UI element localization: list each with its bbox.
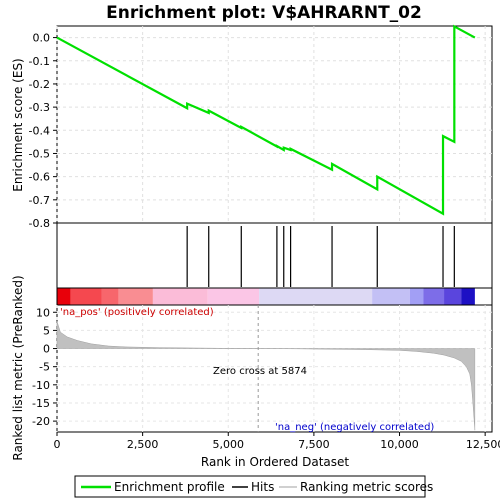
es-ytick-label: -0.4 (29, 124, 50, 137)
x-tick-label: 10,000 (380, 438, 419, 451)
x-tick-label: 5,000 (213, 438, 245, 451)
es-panel-frame (56, 25, 493, 224)
es-y-axis: 0.0 -0.1 -0.2 -0.3 -0.4 -0.5 -0.6 -0.7 -0.8 (29, 32, 57, 230)
x-tick-label: 2,500 (127, 438, 159, 451)
metric-ytick-label: -20 (32, 415, 50, 428)
pos-correlated-label: 'na_pos' (positively correlated) (60, 307, 214, 318)
zero-cross-label: Zero cross at 5874 (213, 366, 307, 377)
es-ytick-label: -0.6 (29, 171, 50, 184)
metric-ytick-label: -10 (32, 379, 50, 392)
metric-y-axis: 10 5 0 -5 -10 -15 -20 (32, 306, 57, 428)
x-axis-label: Rank in Ordered Dataset (201, 455, 349, 469)
metric-ytick-label: 5 (43, 324, 50, 337)
legend-metric-label: Ranking metric scores (300, 480, 433, 494)
metric-ytick-label: -5 (39, 361, 50, 374)
es-ytick-label: -0.7 (29, 194, 50, 207)
metric-ytick-label: 10 (36, 306, 50, 319)
x-tick-label: 12,500 (466, 438, 500, 451)
ranking-metric-area (56, 321, 476, 431)
es-ytick-label: -0.3 (29, 101, 50, 114)
colorbar-segment (101, 288, 119, 305)
legend-enrichment-label: Enrichment profile (114, 480, 225, 494)
enrichment-profile-line (56, 24, 476, 216)
colorbar-segment (423, 288, 445, 305)
x-axis: 0 2,500 5,000 7,500 10,000 12,500 (54, 432, 500, 451)
colorbar-segment (372, 288, 410, 305)
ranking-colorbar (57, 288, 475, 305)
neg-correlated-label: 'na_neg' (negatively correlated) (275, 422, 434, 433)
es-gridlines (56, 26, 492, 224)
metric-ylabel: Ranked list metric (PreRanked) (11, 275, 25, 460)
colorbar-segment (118, 288, 153, 305)
colorbar-segment (70, 288, 102, 305)
chart-title: Enrichment plot: V$AHRARNT_02 (106, 3, 422, 23)
x-tick-label: 0 (54, 438, 61, 451)
metric-ytick-label: 0 (43, 343, 50, 356)
legend-hits-label: Hits (251, 480, 274, 494)
colorbar-segment (409, 288, 424, 305)
hit-markers (186, 226, 455, 287)
colorbar-segment (57, 288, 71, 305)
colorbar-segment (461, 288, 475, 305)
metric-panel-frame (56, 304, 493, 433)
x-tick-label: 7,500 (298, 438, 330, 451)
es-ylabel: Enrichment score (ES) (11, 58, 25, 191)
legend-box (74, 475, 426, 498)
es-ytick-label: -0.8 (29, 217, 50, 230)
es-ytick-label: 0.0 (33, 32, 51, 45)
metric-ytick-label: -15 (32, 397, 50, 410)
colorbar-segment (207, 288, 260, 305)
es-ytick-label: -0.1 (29, 55, 50, 68)
colorbar-segment (444, 288, 462, 305)
es-ytick-label: -0.5 (29, 147, 50, 160)
es-ytick-label: -0.2 (29, 78, 50, 91)
colorbar-segment (259, 288, 373, 305)
colorbar-segment (152, 288, 208, 305)
hits-panel-frame (56, 222, 493, 289)
